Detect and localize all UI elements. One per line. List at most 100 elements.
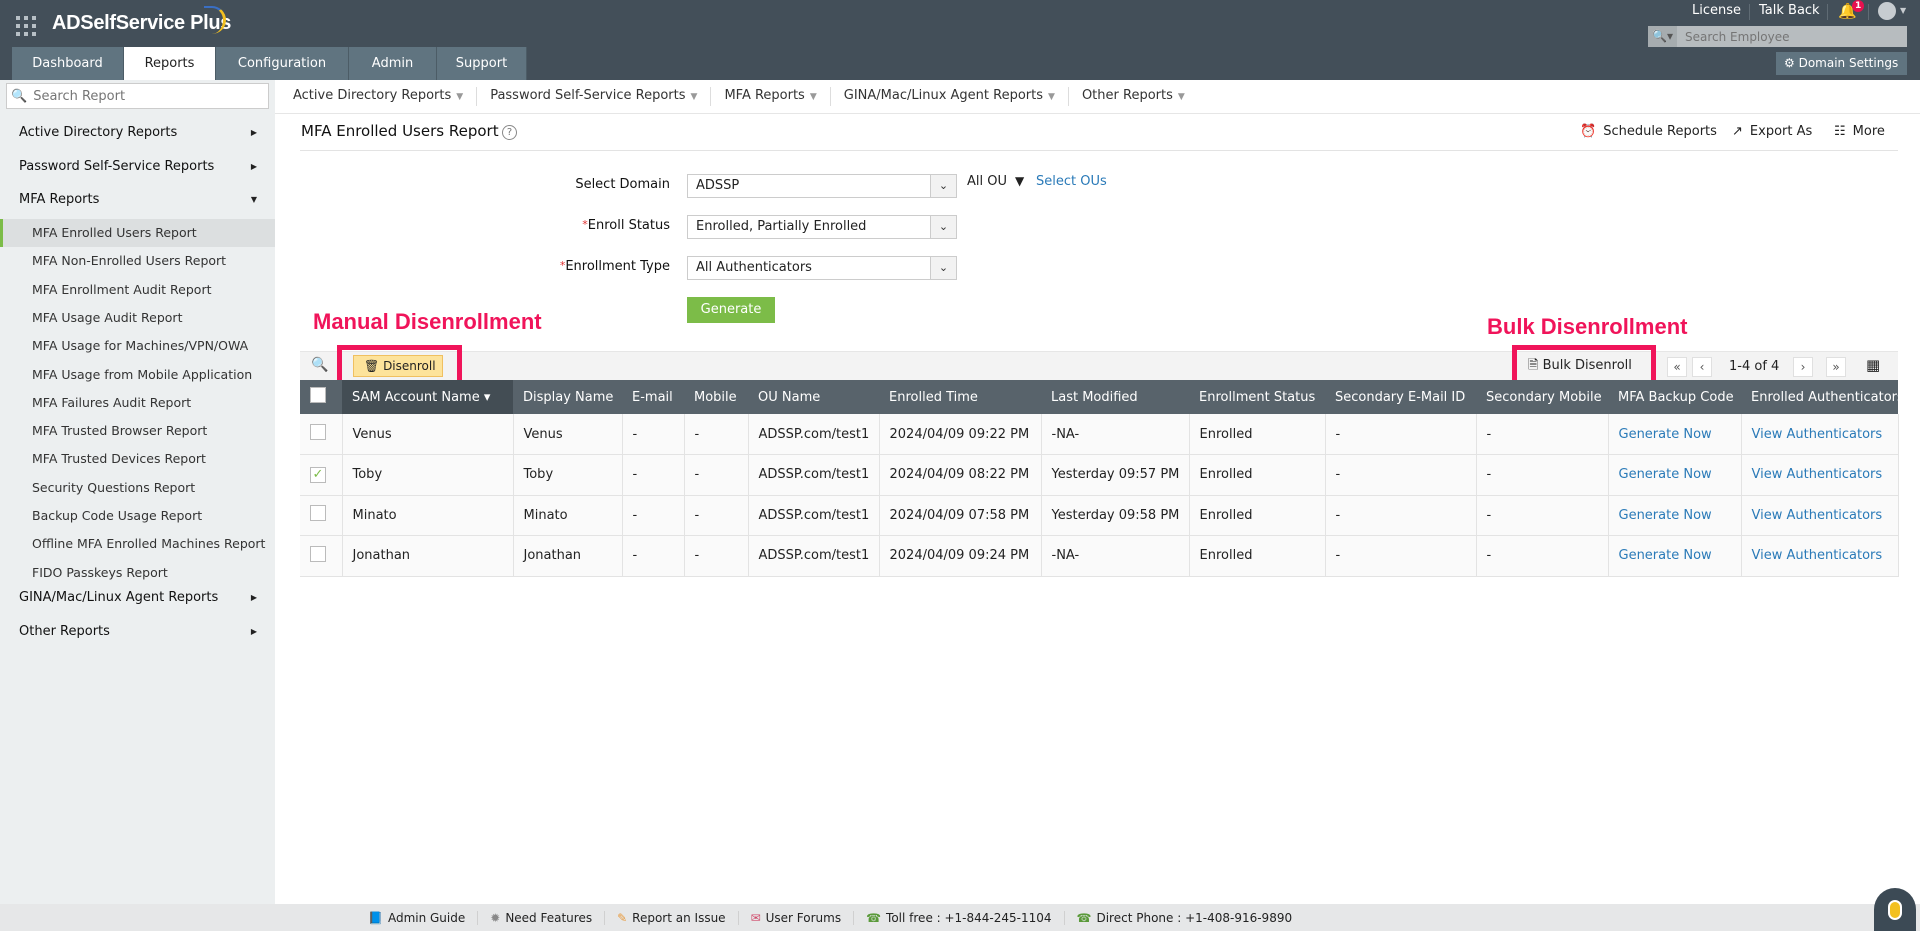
- footer-link[interactable]: ✉ User Forums: [739, 910, 855, 925]
- report-category-nav: Active Directory Reports ▼ Password Self-…: [275, 80, 1920, 114]
- select-all-checkbox[interactable]: [310, 387, 326, 403]
- sidebar-item-mfa-report[interactable]: MFA Non-Enrolled Users Report: [32, 253, 227, 269]
- subnav-mfa-reports[interactable]: MFA Reports ▼: [724, 87, 831, 106]
- subnav-gina-mac-linux-agent-reports[interactable]: GINA/Mac/Linux Agent Reports ▼: [844, 87, 1069, 106]
- app-grid-icon[interactable]: [16, 16, 36, 36]
- generate-button[interactable]: Generate: [687, 297, 775, 323]
- employee-search-input[interactable]: [1677, 29, 1897, 44]
- search-icon[interactable]: 🔍▾: [1648, 26, 1677, 47]
- column-header[interactable]: Last Modified: [1041, 380, 1189, 414]
- tab-dashboard[interactable]: Dashboard: [12, 47, 124, 80]
- table-cell: Jonathan: [513, 535, 623, 577]
- row-checkbox[interactable]: [310, 505, 326, 522]
- row-checkbox[interactable]: ✓: [310, 466, 326, 483]
- sidebar-item-active-directory-reports[interactable]: Active Directory Reports ▶: [0, 119, 275, 147]
- sidebar-item-gina-mac-linux-agent-reports[interactable]: GINA/Mac/Linux Agent Reports ▶: [0, 584, 275, 612]
- sidebar-item-mfa-report[interactable]: MFA Enrollment Audit Report: [32, 281, 212, 297]
- footer-link[interactable]: ☎ Toll free : +1-844-245-1104: [854, 910, 1065, 925]
- subnav-other-reports[interactable]: Other Reports ▼: [1082, 87, 1198, 106]
- footer-link[interactable]: ✎ Report an Issue: [605, 910, 739, 925]
- row-checkbox[interactable]: [310, 545, 326, 562]
- sidebar-item-mfa-report[interactable]: MFA Enrolled Users Report: [0, 219, 275, 247]
- sort-desc-icon[interactable]: ▾: [479, 389, 491, 405]
- tab-support[interactable]: Support: [437, 47, 527, 80]
- sidebar-item-password-self-service-reports[interactable]: Password Self-Service Reports ▶: [0, 153, 275, 181]
- select-ous-link[interactable]: Select OUs: [1036, 174, 1107, 189]
- subnav-password-self-service-reports[interactable]: Password Self-Service Reports ▼: [490, 87, 712, 106]
- domain-settings-button[interactable]: ⚙ Domain Settings: [1776, 52, 1907, 75]
- divider: [1749, 4, 1750, 20]
- next-page-button[interactable]: ›: [1793, 357, 1813, 377]
- subnav-label: MFA Reports: [724, 88, 805, 103]
- schedule-reports-button[interactable]: ⏰ Schedule Reports: [1580, 124, 1717, 139]
- generate-now-link[interactable]: Generate Now: [1608, 495, 1742, 536]
- last-page-button[interactable]: »: [1826, 357, 1846, 377]
- bulk-disenroll-button[interactable]: 🗎 Bulk Disenroll: [1528, 356, 1632, 378]
- sidebar-item-mfa-report[interactable]: Backup Code Usage Report: [32, 508, 203, 523]
- sidebar-item-mfa-report[interactable]: MFA Usage Audit Report: [32, 309, 183, 325]
- column-header[interactable]: Enrolled Time: [879, 380, 1041, 414]
- column-header[interactable]: Secondary E-Mail ID: [1325, 380, 1476, 414]
- column-chooser-icon[interactable]: ▦: [1866, 356, 1881, 374]
- export-as-button[interactable]: ↗ Export As: [1732, 124, 1812, 139]
- sidebar: 🔍 Active Directory Reports ▶ Password Sel…: [0, 80, 275, 904]
- generate-now-link[interactable]: Generate Now: [1608, 454, 1742, 496]
- column-header[interactable]: Enrollment Status: [1189, 380, 1325, 414]
- generate-now-link[interactable]: Generate Now: [1608, 414, 1742, 455]
- footer-link[interactable]: 📘 Admin Guide: [356, 910, 479, 925]
- view-authenticators-link[interactable]: View Authenticators: [1741, 535, 1899, 577]
- column-header-label: OU Name: [758, 389, 821, 405]
- view-authenticators-link[interactable]: View Authenticators: [1741, 414, 1899, 455]
- tab-reports[interactable]: Reports: [124, 47, 216, 80]
- view-authenticators-link[interactable]: View Authenticators: [1741, 495, 1899, 536]
- license-link[interactable]: License: [1692, 3, 1742, 18]
- enroll-status-select[interactable]: Enrolled, Partially Enrolled ⌄: [687, 215, 957, 239]
- footer-link[interactable]: ☎ Direct Phone : +1-408-916-9890: [1065, 911, 1305, 925]
- disenroll-button[interactable]: 🗑 Disenroll: [353, 355, 443, 377]
- column-header[interactable]: Secondary Mobile: [1476, 380, 1608, 414]
- table-toolbar: [300, 351, 1898, 380]
- column-header[interactable]: MFA Backup Code: [1608, 380, 1741, 414]
- sidebar-item-mfa-report[interactable]: MFA Usage for Machines/VPN/OWA: [32, 338, 249, 354]
- disenroll-label: Disenroll: [383, 359, 436, 373]
- sidebar-item-other-reports[interactable]: Other Reports ▶: [0, 618, 275, 646]
- first-page-button[interactable]: «: [1667, 357, 1687, 377]
- table-search-icon[interactable]: 🔍: [311, 357, 329, 373]
- more-button[interactable]: ☷ More: [1834, 124, 1885, 139]
- view-authenticators-link[interactable]: View Authenticators: [1741, 454, 1899, 496]
- sidebar-item-mfa-report[interactable]: MFA Usage from Mobile Application: [32, 366, 253, 382]
- sidebar-item-mfa-report[interactable]: Offline MFA Enrolled Machines Report: [32, 536, 266, 552]
- sidebar-item-mfa-report[interactable]: Security Questions Report: [32, 479, 196, 495]
- talk-back-link[interactable]: Talk Back: [1759, 3, 1820, 18]
- help-icon[interactable]: ?: [502, 125, 517, 140]
- column-header[interactable]: SAM Account Name ▾: [342, 380, 513, 414]
- column-header[interactable]: Mobile: [684, 380, 748, 414]
- sidebar-item-mfa-reports[interactable]: MFA Reports ▼: [0, 186, 275, 214]
- chevron-down-icon[interactable]: ▼: [1900, 6, 1907, 15]
- sidebar-item-mfa-report[interactable]: FIDO Passkeys Report: [32, 564, 168, 580]
- user-avatar-icon[interactable]: [1878, 2, 1896, 20]
- sidebar-item-mfa-report[interactable]: MFA Trusted Browser Report: [32, 423, 208, 439]
- row-select-cell: [300, 414, 343, 455]
- footer-link[interactable]: ✹ Need Features: [478, 910, 606, 925]
- column-header[interactable]: Display Name: [513, 380, 622, 414]
- chat-bot-button[interactable]: [1874, 888, 1916, 931]
- column-header[interactable]: OU Name: [748, 380, 879, 414]
- previous-page-button[interactable]: ‹: [1692, 357, 1712, 377]
- table-cell: -: [1476, 454, 1609, 496]
- enrollment-type-select[interactable]: All Authenticators ⌄: [687, 256, 957, 280]
- table-cell: -: [622, 495, 685, 536]
- tab-admin[interactable]: Admin: [349, 47, 437, 80]
- generate-now-link[interactable]: Generate Now: [1608, 535, 1742, 577]
- report-search-input[interactable]: [33, 88, 264, 104]
- column-header[interactable]: Enrolled Authenticators: [1741, 380, 1898, 414]
- subnav-active-directory-reports[interactable]: Active Directory Reports ▼: [293, 87, 478, 106]
- column-header[interactable]: E-mail: [622, 380, 684, 414]
- sidebar-item-mfa-report[interactable]: MFA Trusted Devices Report: [32, 451, 206, 467]
- manual-disenrollment-annotation: Manual Disenrollment: [313, 309, 542, 334]
- sidebar-item-mfa-report[interactable]: MFA Failures Audit Report: [32, 394, 192, 410]
- domain-select[interactable]: ADSSP ⌄: [687, 174, 957, 198]
- tab-configuration[interactable]: Configuration: [216, 47, 349, 80]
- enroll-status-value: Enrolled, Partially Enrolled: [696, 219, 867, 234]
- row-checkbox[interactable]: [310, 424, 326, 440]
